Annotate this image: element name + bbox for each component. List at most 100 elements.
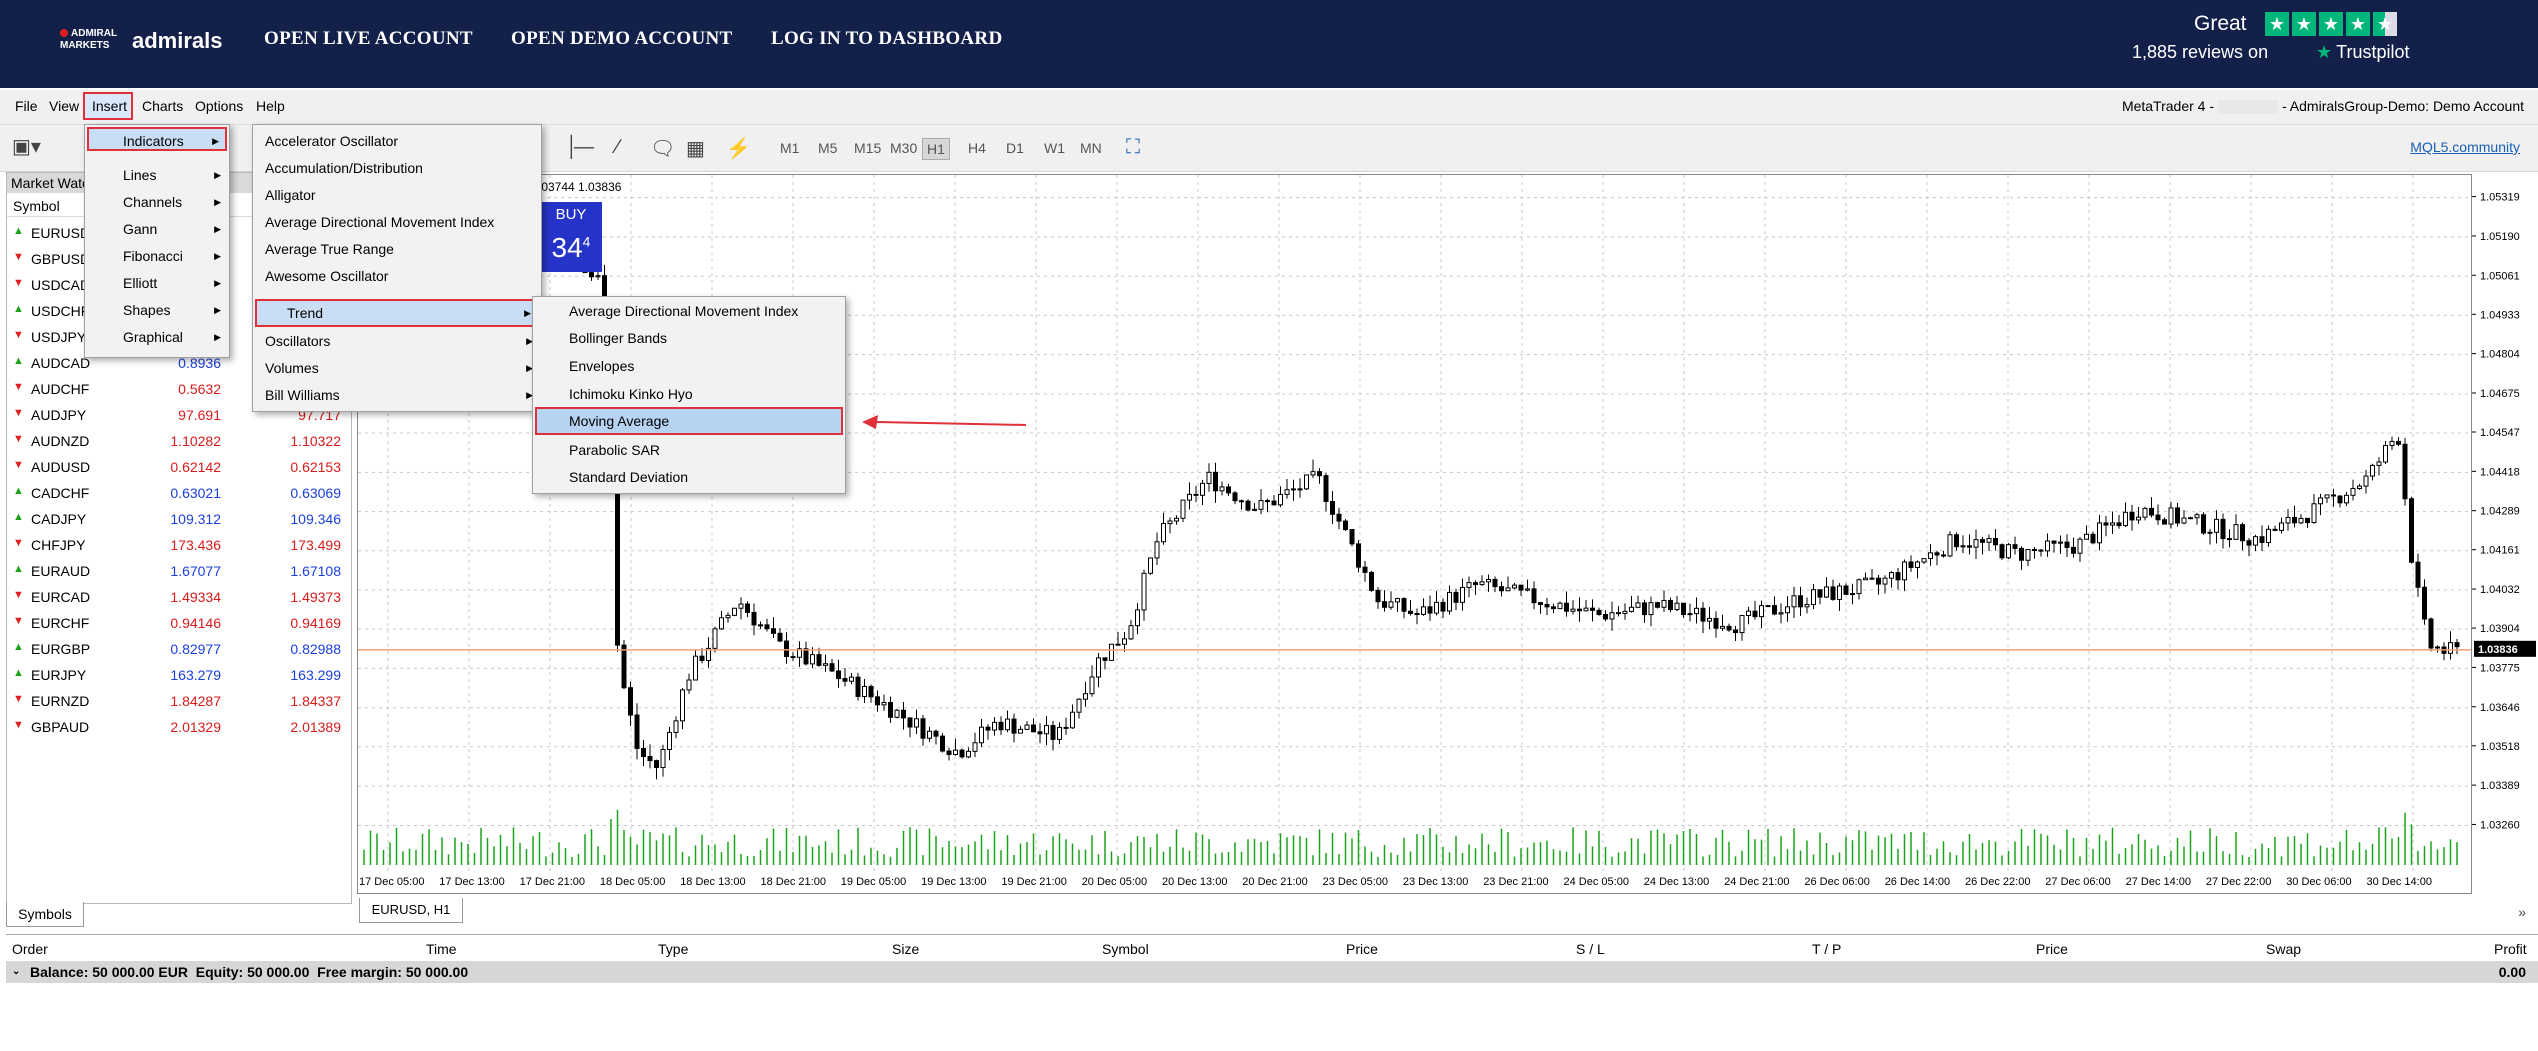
timeframe-m15[interactable]: M15 (854, 140, 882, 156)
chart-tab-eurusd-h1[interactable]: EURUSD, H1 (359, 898, 463, 923)
menu-item-fibonacci[interactable]: Fibonacci ▶ (87, 244, 227, 268)
timeframe-w1[interactable]: W1 (1044, 140, 1065, 156)
trendline-icon[interactable]: ∕ (616, 136, 620, 158)
tab-scroll-icon[interactable]: » (2518, 904, 2526, 920)
col-symbol[interactable]: Symbol (1102, 941, 1149, 957)
timeframe-h1[interactable]: H1 (922, 138, 950, 160)
col-sl[interactable]: S / L (1576, 941, 1605, 957)
list-item[interactable]: ▲ EURUSD (7, 221, 351, 247)
admiral-markets-logo[interactable]: ADMIRAL MARKETS (60, 28, 122, 58)
candle-body (1811, 589, 1816, 606)
timeframe-mn[interactable]: MN (1080, 140, 1102, 156)
candle-body (946, 750, 952, 756)
col-tp[interactable]: T / P (1812, 941, 1842, 957)
menu-item-accumulation-distribution[interactable]: Accumulation/Distribution (255, 156, 539, 180)
grid-icon[interactable]: ▦ (686, 138, 705, 160)
list-item[interactable]: ▲ USDCHF (7, 299, 351, 325)
horizontal-line-icon[interactable]: — (574, 136, 594, 158)
menu-item-average-true-range[interactable]: Average True Range (255, 237, 539, 261)
new-chart-icon[interactable]: ▣▾ (12, 136, 41, 158)
fibonacci-icon[interactable]: ⚡ (726, 138, 751, 160)
menu-item-volumes[interactable]: Volumes ▶ (255, 356, 539, 380)
menu-item-alligator[interactable]: Alligator (255, 183, 539, 207)
list-item[interactable]: ▼ GBPAUD 2.01329 2.01389 (7, 715, 351, 741)
list-item[interactable]: ▲ EURAUD 1.67077 1.67108 (7, 559, 351, 585)
col-price[interactable]: Price (1346, 941, 1378, 957)
trustpilot-reviews[interactable]: 1,885 reviews on (2132, 42, 2269, 62)
col-swap[interactable]: Swap (2266, 941, 2302, 957)
list-item[interactable]: ▼ EURNZD 1.84287 1.84337 (7, 689, 351, 715)
list-item[interactable]: ▼ AUDUSD 0.62142 0.62153 (7, 455, 351, 481)
list-item[interactable]: ▼ USDJPY (7, 325, 351, 351)
list-item[interactable]: ▼ USDCAD (7, 273, 351, 299)
list-item[interactable]: ▲ EURGBP 0.82977 0.82988 (7, 637, 351, 663)
menu-options[interactable]: Options (195, 98, 244, 114)
menu-item-standard-deviation[interactable]: Standard Deviation (535, 465, 843, 489)
menu-item-envelopes[interactable]: Envelopes (535, 354, 843, 378)
text-label-icon[interactable]: 🗨 (650, 138, 676, 160)
menu-item-graphical[interactable]: Graphical ▶ (87, 325, 227, 349)
menu-item-shapes[interactable]: Shapes ▶ (87, 298, 227, 322)
menu-item-trend-admi[interactable]: Average Directional Movement Index (535, 299, 843, 323)
menu-item-parabolic-sar[interactable]: Parabolic SAR (535, 438, 843, 462)
one-click-buy-button[interactable]: BUY 344 (540, 202, 602, 272)
collapse-icon[interactable]: ⌄ (12, 966, 21, 977)
price-chart[interactable] (357, 174, 2472, 894)
menu-file[interactable]: File (15, 98, 38, 114)
candle-body (2233, 524, 2239, 540)
vertical-line-icon[interactable]: │ (566, 136, 579, 158)
timeframe-h4[interactable]: H4 (968, 140, 986, 156)
menu-item-trend[interactable]: Trend ▶ (255, 299, 539, 327)
list-item[interactable]: ▲ AUDCAD 0.8936 (7, 351, 351, 377)
timeframe-m5[interactable]: M5 (818, 140, 838, 156)
list-item[interactable]: ▲ EURJPY 163.279 163.299 (7, 663, 351, 689)
menu-item-moving-average[interactable]: Moving Average (535, 407, 843, 435)
candle-body (2311, 503, 2317, 524)
tab-symbols[interactable]: Symbols (6, 902, 84, 927)
timeframe-m1[interactable]: M1 (780, 140, 800, 156)
list-item[interactable]: ▼ CHFJPY 173.436 173.499 (7, 533, 351, 559)
col-size[interactable]: Size (892, 941, 920, 957)
candle-body (2240, 524, 2245, 542)
menu-item-elliott[interactable]: Elliott ▶ (87, 271, 227, 295)
list-item[interactable]: ▼ EURCAD 1.49334 1.49373 (7, 585, 351, 611)
candle-body (1824, 586, 1829, 598)
menu-charts[interactable]: Charts (142, 98, 184, 114)
balance-row[interactable]: ⌄ Balance: 50 000.00 EUR Equity: 50 000.… (6, 961, 2538, 983)
timeframe-m30[interactable]: M30 (890, 140, 918, 156)
list-item[interactable]: ▲ CADCHF 0.63021 0.63069 (7, 481, 351, 507)
menu-item-bill-williams[interactable]: Bill Williams ▶ (255, 383, 539, 407)
col-type[interactable]: Type (658, 941, 689, 957)
menu-view[interactable]: View (49, 98, 80, 114)
menu-help[interactable]: Help (256, 98, 285, 114)
timeframe-d1[interactable]: D1 (1006, 140, 1024, 156)
open-live-account-link[interactable]: OPEN LIVE ACCOUNT (264, 28, 473, 49)
menu-item-awesome-oscillator[interactable]: Awesome Oscillator (255, 264, 539, 288)
list-item[interactable]: ▲ CADJPY 109.312 109.346 (7, 507, 351, 533)
login-dashboard-link[interactable]: LOG IN TO DASHBOARD (771, 28, 1003, 49)
column-symbol[interactable]: Symbol (13, 198, 60, 214)
menu-item-bollinger-bands[interactable]: Bollinger Bands (535, 326, 843, 350)
menu-item-indicators[interactable]: Indicators ▶ (87, 127, 227, 151)
fullscreen-icon[interactable]: ⛶ (1126, 136, 1140, 158)
list-item[interactable]: ▼ AUDCHF 0.5632 (7, 377, 351, 403)
menu-insert[interactable]: Insert (92, 98, 128, 114)
trustpilot-logo[interactable]: ★ Trustpilot (2316, 42, 2410, 63)
list-item[interactable]: ▼ GBPUSD (7, 247, 351, 273)
col-time[interactable]: Time (426, 941, 457, 957)
menu-item-oscillators[interactable]: Oscillators ▶ (255, 329, 539, 353)
menu-item-gann[interactable]: Gann ▶ (87, 217, 227, 241)
col-profit[interactable]: Profit (2494, 941, 2527, 957)
menu-item-lines[interactable]: Lines ▶ (87, 163, 227, 187)
menu-item-ichimoku[interactable]: Ichimoku Kinko Hyo (535, 382, 843, 406)
list-item[interactable]: ▼ AUDNZD 1.10282 1.10322 (7, 429, 351, 455)
menu-item-channels[interactable]: Channels ▶ (87, 190, 227, 214)
col-close-price[interactable]: Price (2036, 941, 2068, 957)
col-order[interactable]: Order (12, 941, 48, 957)
menu-item-admi[interactable]: Average Directional Movement Index (255, 210, 539, 234)
menu-item-accelerator-oscillator[interactable]: Accelerator Oscillator (255, 129, 539, 153)
mql5-community-link[interactable]: MQL5.community (2410, 139, 2520, 155)
list-item[interactable]: ▼ EURCHF 0.94146 0.94169 (7, 611, 351, 637)
admirals-logo-text[interactable]: admirals (132, 28, 223, 53)
open-demo-account-link[interactable]: OPEN DEMO ACCOUNT (511, 28, 733, 49)
